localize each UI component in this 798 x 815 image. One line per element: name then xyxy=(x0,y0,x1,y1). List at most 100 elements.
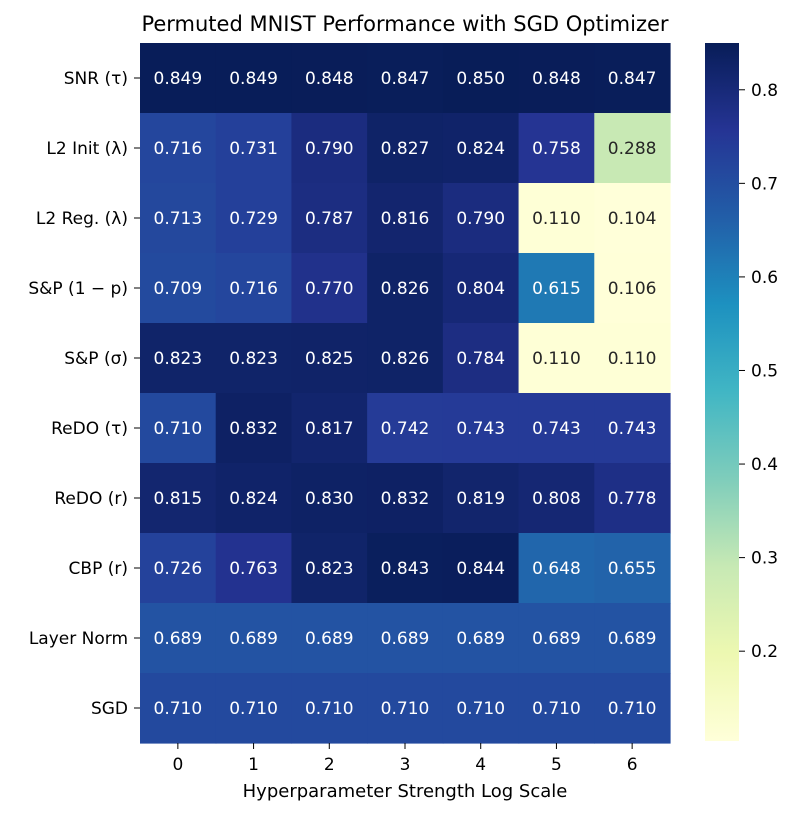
cell-value-label: 0.710 xyxy=(456,699,505,719)
heatmap-cell xyxy=(291,183,368,254)
cell-value-label: 0.778 xyxy=(608,489,657,509)
heatmap-cell xyxy=(291,393,368,464)
heatmap-cell xyxy=(442,603,520,674)
heatmap-cell xyxy=(291,673,368,744)
heatmap-cells: 0.849 0.849 0.848 0.847 0.850 0.848 0.847 0.716… xyxy=(140,43,671,744)
x-tick-label: 6 xyxy=(627,755,638,775)
heatmap-cell xyxy=(291,113,368,184)
cell-value-label: 0.790 xyxy=(305,139,354,159)
cell-value-label: 0.787 xyxy=(305,209,354,229)
heatmap-cell xyxy=(594,673,671,744)
heatmap-cell xyxy=(291,533,368,604)
heatmap-cell xyxy=(215,393,293,464)
heatmap-cell xyxy=(367,253,444,324)
heatmap-cell xyxy=(215,533,293,604)
heatmap-cell xyxy=(442,393,520,464)
cell-value-label: 0.689 xyxy=(608,629,657,649)
cell-value-label: 0.689 xyxy=(532,629,581,649)
cell-value-label: 0.823 xyxy=(154,349,203,369)
cell-value-label: 0.848 xyxy=(305,69,354,89)
heatmap-cell xyxy=(140,673,217,744)
cell-value-label: 0.110 xyxy=(532,349,581,369)
heatmap-cell xyxy=(518,673,595,744)
heatmap-cell xyxy=(518,323,595,394)
cell-value-label: 0.110 xyxy=(608,349,657,369)
cell-value-label: 0.826 xyxy=(381,349,430,369)
cell-value-label: 0.832 xyxy=(381,489,430,509)
cell-value-label: 0.729 xyxy=(229,209,278,229)
cell-value-label: 0.847 xyxy=(381,69,430,89)
cell-value-label: 0.689 xyxy=(381,629,430,649)
cell-value-label: 0.689 xyxy=(456,629,505,649)
x-tick-label: 3 xyxy=(400,755,411,775)
cell-value-label: 0.849 xyxy=(154,69,203,89)
heatmap-cell xyxy=(518,533,595,604)
cell-value-label: 0.804 xyxy=(456,279,505,299)
chart-title: Permuted MNIST Performance with SGD Opti… xyxy=(141,12,668,36)
cell-value-label: 0.848 xyxy=(532,69,581,89)
heatmap-cell xyxy=(442,673,520,744)
cell-value-label: 0.710 xyxy=(154,699,203,719)
heatmap-cell xyxy=(442,43,520,114)
cell-value-label: 0.763 xyxy=(229,559,278,579)
cell-value-label: 0.648 xyxy=(532,559,581,579)
heatmap-cell xyxy=(442,463,520,534)
y-tick-label: Layer Norm xyxy=(29,629,128,649)
cell-value-label: 0.710 xyxy=(381,699,430,719)
heatmap-cell xyxy=(594,323,671,394)
heatmap-cell xyxy=(215,323,293,394)
cell-value-label: 0.713 xyxy=(154,209,203,229)
cell-value-label: 0.847 xyxy=(608,69,657,89)
heatmap-cell xyxy=(140,463,217,534)
y-tick-label: ReDO (τ) xyxy=(51,419,128,439)
cell-value-label: 0.850 xyxy=(456,69,505,89)
x-tick-label: 4 xyxy=(475,755,486,775)
cell-value-label: 0.819 xyxy=(456,489,505,509)
heatmap-cell xyxy=(442,253,520,324)
cell-value-label: 0.830 xyxy=(305,489,354,509)
heatmap-cell xyxy=(215,463,293,534)
cell-value-label: 0.288 xyxy=(608,139,657,159)
heatmap-cell xyxy=(367,533,444,604)
y-tick-label: ReDO (r) xyxy=(54,489,128,509)
cell-value-label: 0.823 xyxy=(229,349,278,369)
x-tick-label: 1 xyxy=(248,755,259,775)
cell-value-label: 0.849 xyxy=(229,69,278,89)
heatmap-cell xyxy=(291,253,368,324)
cell-value-label: 0.689 xyxy=(229,629,278,649)
heatmap-cell xyxy=(291,323,368,394)
heatmap-cell xyxy=(442,113,520,184)
x-axis-label: Hyperparameter Strength Log Scale xyxy=(243,781,568,802)
cell-value-label: 0.689 xyxy=(154,629,203,649)
heatmap-cell xyxy=(215,183,293,254)
cell-value-label: 0.790 xyxy=(456,209,505,229)
cell-value-label: 0.110 xyxy=(532,209,581,229)
colorbar-tick-label: 0.2 xyxy=(751,642,778,662)
heatmap-cell xyxy=(140,253,217,324)
cell-value-label: 0.743 xyxy=(608,419,657,439)
heatmap-cell xyxy=(518,183,595,254)
heatmap-cell xyxy=(442,183,520,254)
cell-value-label: 0.726 xyxy=(154,559,203,579)
heatmap-cell xyxy=(518,603,595,674)
cell-value-label: 0.615 xyxy=(532,279,581,299)
colorbar-tick-label: 0.8 xyxy=(751,81,778,101)
heatmap-cell xyxy=(594,113,671,184)
heatmap-cell xyxy=(518,393,595,464)
cell-value-label: 0.770 xyxy=(305,279,354,299)
heatmap-cell xyxy=(594,603,671,674)
cell-value-label: 0.710 xyxy=(154,419,203,439)
heatmap-cell xyxy=(367,673,444,744)
heatmap-cell xyxy=(518,43,595,114)
row-labels: SNR (τ) L2 Init (λ) L2 Reg. (λ) S&P (1 − p)… xyxy=(28,69,140,719)
y-tick-label: CBP (r) xyxy=(69,559,128,579)
x-tick-label: 5 xyxy=(551,755,562,775)
heatmap-cell xyxy=(367,183,444,254)
heatmap-cell xyxy=(518,463,595,534)
heatmap-cell xyxy=(594,253,671,324)
cell-value-label: 0.824 xyxy=(456,139,505,159)
cell-value-label: 0.743 xyxy=(456,419,505,439)
cell-value-label: 0.710 xyxy=(608,699,657,719)
cell-value-label: 0.758 xyxy=(532,139,581,159)
colorbar-tick-label: 0.5 xyxy=(751,361,778,381)
